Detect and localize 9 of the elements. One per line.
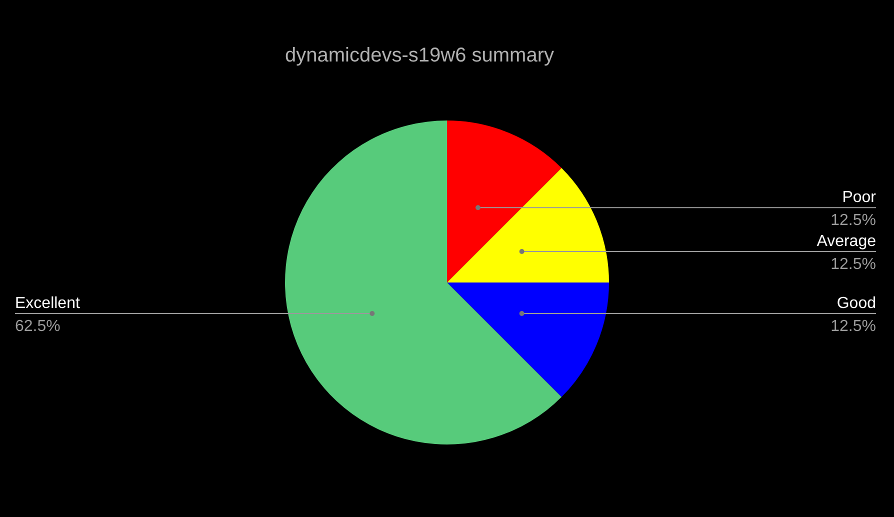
- data-label: 12.5%: [830, 318, 876, 335]
- data-label: 62.5%: [15, 318, 60, 335]
- data-label: 12.5%: [830, 212, 876, 230]
- slice-label: Good: [836, 294, 876, 312]
- slice-label: Excellent: [15, 294, 80, 312]
- slice-label: Poor: [842, 189, 877, 206]
- data-label: 12.5%: [830, 256, 876, 273]
- chart-title: dynamicdevs-s19w6 summary: [285, 44, 554, 67]
- slice-label: Average: [816, 232, 876, 250]
